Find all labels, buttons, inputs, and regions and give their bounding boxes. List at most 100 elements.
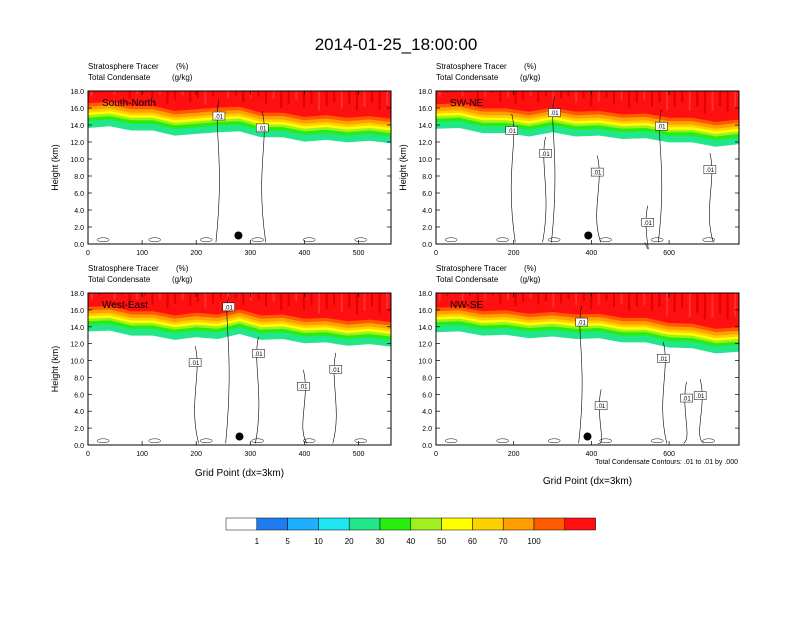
surface-contour (251, 438, 264, 444)
colorbar-cell (472, 517, 504, 531)
tracer-unit: (%) (524, 62, 537, 71)
y-tick-label: 10.0 (418, 359, 432, 366)
surface-contour (148, 237, 161, 242)
colorbar-label: 1 (255, 537, 260, 546)
tracer-unit: (%) (524, 264, 537, 273)
colorbar-label: 70 (499, 537, 508, 546)
condensate-contour (551, 96, 556, 243)
y-tick-label: 4.0 (74, 409, 84, 416)
contour-label: .01 (706, 168, 715, 174)
surface-contour (496, 438, 509, 444)
condensate-contour (510, 113, 516, 243)
colorbar: 1 5 10 20 30 40 50 60 70 100 (225, 517, 596, 546)
colorbar-label: 100 (527, 537, 541, 546)
x-tick-label: 300 (244, 451, 256, 458)
panel-frame (435, 90, 740, 245)
panel-sw-ne: Stratosphere Tracer (%) Total Condensate (g… (398, 62, 740, 257)
tracer-band (88, 293, 391, 323)
contour-label-box (539, 149, 552, 158)
surface-contour (599, 237, 612, 242)
y-tick-label: 6.0 (422, 191, 432, 198)
x-tick-label: 600 (663, 250, 675, 257)
contour-label: .01 (657, 125, 666, 131)
colorbar-cell (287, 517, 319, 531)
contour-label-box (590, 167, 604, 177)
colorbar-cell (502, 517, 535, 531)
x-tick-label: 600 (663, 451, 675, 458)
colorbar-label: 50 (437, 537, 446, 546)
surface-contour (251, 237, 264, 242)
y-tick-label: 14.0 (70, 325, 84, 332)
contour-note: Total Condensate Contours: .01 to .01 by… (595, 459, 738, 466)
colorbar-cell (348, 517, 381, 531)
section-label: NW-SE (450, 300, 483, 311)
contour-label-box (548, 108, 561, 117)
x-tick-label: 400 (299, 451, 311, 458)
colorbar-cell (410, 517, 442, 531)
condensate-contour (699, 379, 704, 444)
contour-label: .01 (299, 385, 308, 391)
colorbar-cell (318, 517, 350, 531)
contour-label: .01 (578, 321, 587, 327)
x-axis-title: Grid Point (dx=3km) (543, 476, 632, 487)
y-tick-label: 2.0 (74, 225, 84, 232)
contour-label-box (655, 121, 668, 131)
panel-south-north: Stratosphere Tracer (%) Total Condensate (g… (50, 62, 392, 257)
contour-label-box (252, 349, 265, 358)
location-marker (583, 432, 592, 441)
surface-contour (547, 438, 561, 444)
condensate-contour (215, 99, 220, 243)
condensate-label: Total Condensate (88, 73, 151, 82)
condensate-contour (596, 155, 601, 243)
y-tick-label: 6.0 (74, 191, 84, 198)
colorbar-cell (564, 517, 596, 531)
y-tick-label: 6.0 (74, 392, 84, 399)
condensate-contour (683, 381, 688, 444)
section-label: South-North (102, 98, 156, 109)
condensate-contour (578, 305, 583, 444)
colorbar-label: 40 (406, 537, 415, 546)
y-axis-title: Height (km) (398, 144, 408, 191)
tracer-unit: (%) (176, 264, 189, 273)
y-tick-label: 10.0 (418, 157, 432, 164)
location-marker (584, 231, 593, 240)
y-tick-label: 16.0 (70, 308, 84, 315)
contour-label: .01 (225, 305, 234, 311)
x-tick-label: 0 (434, 451, 438, 458)
y-tick-label: 14.0 (70, 123, 84, 130)
colorbar-label: 5 (285, 537, 290, 546)
contour-label-box (297, 381, 310, 391)
surface-contour (96, 438, 110, 444)
surface-contour (354, 438, 367, 444)
contour-label: .01 (597, 404, 606, 410)
surface-contour (302, 438, 316, 444)
x-axis-title: Grid Point (dx=3km) (195, 468, 284, 479)
y-axis-title: Height (km) (50, 346, 60, 393)
surface-contour (599, 438, 612, 444)
surface-contour (547, 237, 561, 242)
x-tick-label: 200 (190, 451, 202, 458)
surface-contour (496, 237, 509, 242)
condensate-contour (261, 111, 267, 243)
surface-contour (148, 438, 161, 444)
y-tick-label: 18.0 (418, 291, 432, 298)
colorbar-cell (379, 517, 412, 531)
y-tick-label: 14.0 (418, 123, 432, 130)
contour-label-box (505, 126, 518, 135)
section-label: SW-NE (450, 98, 483, 109)
condensate-label: Total Condensate (436, 73, 499, 82)
contour-label: .01 (696, 394, 705, 400)
y-tick-label: 10.0 (70, 157, 84, 164)
y-tick-label: 4.0 (74, 208, 84, 215)
contour-label-box (188, 358, 202, 367)
y-tick-label: 14.0 (418, 325, 432, 332)
condensate-contour (194, 346, 199, 444)
tracer-label: Stratosphere Tracer (88, 62, 159, 71)
y-tick-label: 8.0 (74, 375, 84, 382)
condensate-unit: (g/kg) (520, 275, 541, 284)
tracer-band (436, 293, 739, 329)
contour-label: .01 (550, 111, 559, 117)
contour-label-box (255, 123, 269, 133)
tracer-label: Stratosphere Tracer (88, 264, 159, 273)
surface-contour (199, 237, 213, 242)
